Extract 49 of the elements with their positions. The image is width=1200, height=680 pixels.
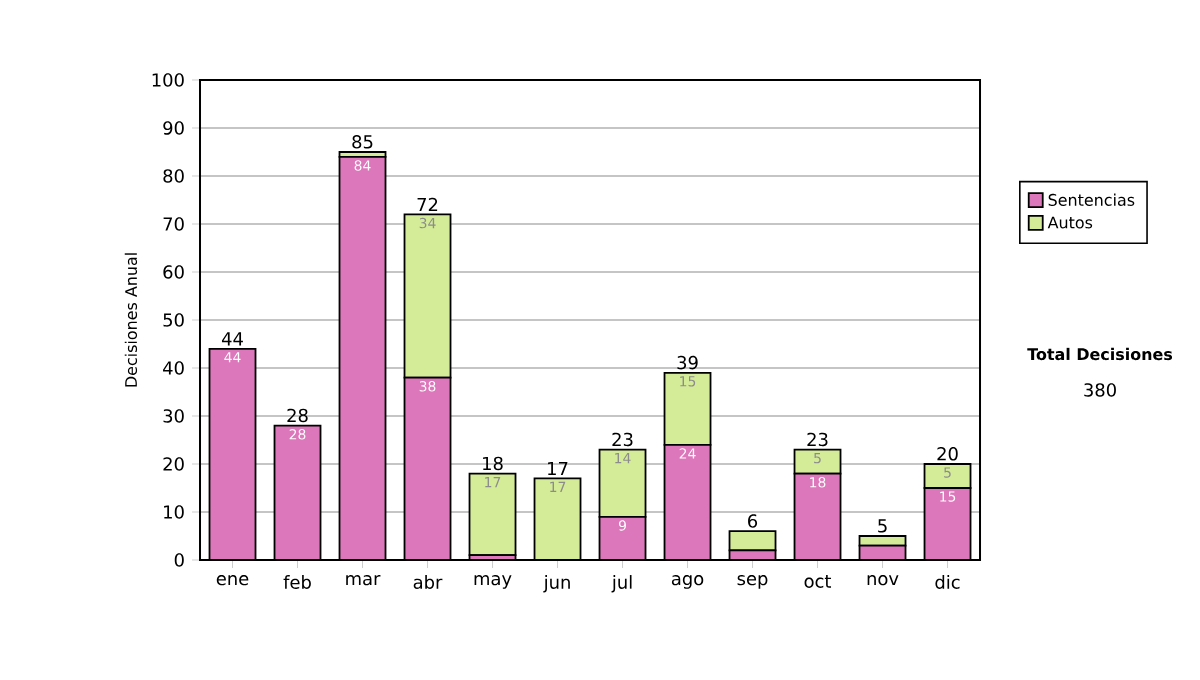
y-tick-label: 40 [163,361,184,375]
y-tick-label: 50 [163,313,184,327]
x-tick-label: dic [935,575,960,589]
bar [923,487,972,560]
total-label: 23 [807,432,828,447]
bar [664,444,711,560]
y-tick-label: 80 [163,169,184,183]
total-label: 20 [937,447,958,461]
total-label: 39 [677,355,698,370]
x-tick-label: ago [671,575,704,589]
total-label: 5 [878,519,887,533]
y-tick-label: 0 [174,553,184,567]
total-label: 28 [287,408,308,423]
y-tick-label: 30 [163,409,184,423]
bar [534,478,581,560]
bar [468,472,517,557]
text: 380 [1084,383,1116,397]
total-label: 72 [417,197,438,211]
x-tick-label: mar [346,575,381,586]
y-tick-label: 90 [163,121,184,135]
bar [598,448,647,518]
bar [794,473,841,560]
x-tick-label: sep [737,575,768,589]
x-tick-label: jul [611,575,632,593]
y-tick-label: 70 [163,217,184,231]
x-tick-label: ene [216,575,249,586]
bar [404,377,451,560]
total-label: 18 [483,456,503,471]
total-label: 6 [748,514,758,528]
bar [599,516,646,560]
bar [403,213,452,379]
y-tick-label: 10 [164,505,184,519]
y-tick-label: 100 [152,73,184,87]
bar [209,348,256,560]
x-tick-label: abr [413,575,443,589]
total-label: 23 [612,432,633,447]
bar [274,425,321,560]
bar [339,156,386,560]
x-tick-label: nov [867,575,899,586]
total-label: 17 [548,461,568,475]
x-tick-label: may [474,575,512,589]
x-tick-label: oct [804,575,832,588]
x-tick-label: jun [543,575,570,593]
total-label: 85 [352,135,373,149]
y-tick-label: 20 [163,457,184,471]
total-label: 44 [221,332,243,346]
bar [663,371,712,446]
x-tick-label: feb [283,575,311,589]
y-tick-label: 60 [163,265,184,279]
